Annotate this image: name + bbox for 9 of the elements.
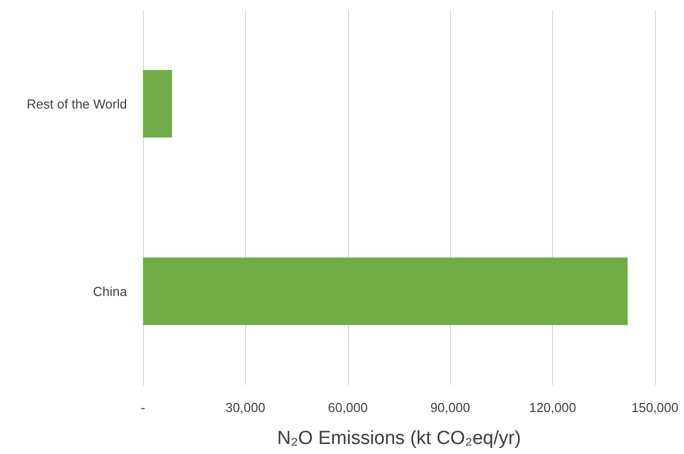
x-tick-label: 30,000 bbox=[226, 400, 266, 415]
x-tick-label: - bbox=[140, 400, 146, 415]
x-tick-label: 120,000 bbox=[529, 400, 576, 415]
x-tick-label: 150,000 bbox=[632, 400, 678, 415]
x-tick-label: 90,000 bbox=[430, 400, 470, 415]
y-tick-label: Rest of the World bbox=[26, 96, 127, 112]
x-axis-title: N₂O Emissions (kt CO₂eq/yr) bbox=[277, 428, 521, 449]
y-tick-label: China bbox=[93, 284, 128, 299]
x-tick-label: 60,000 bbox=[328, 400, 368, 415]
